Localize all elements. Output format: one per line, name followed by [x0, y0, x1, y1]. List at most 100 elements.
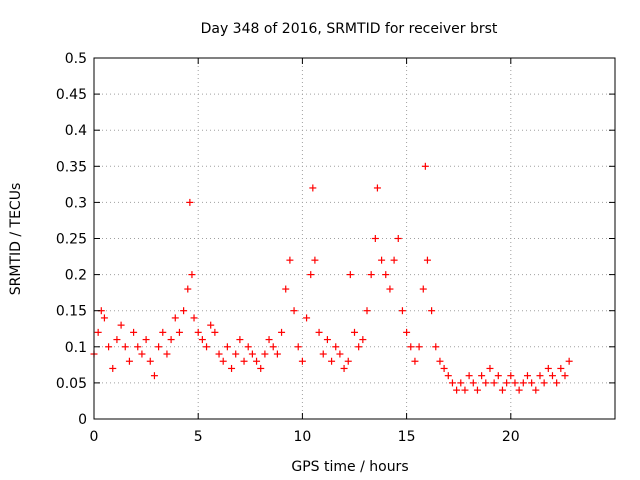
data-point: [419, 285, 427, 293]
data-point: [117, 321, 125, 329]
x-tick-label: 5: [194, 429, 203, 445]
data-point: [188, 271, 196, 279]
data-point: [523, 372, 531, 380]
data-point: [303, 314, 311, 322]
x-axis-label: GPS time / hours: [291, 459, 408, 475]
data-point: [490, 379, 498, 387]
axes: 0 0.05 0.1 0.15 0.2 0.25 0.3 0.35 0.4 0.45 0.5 0 5 10…: [56, 51, 615, 445]
data-point: [138, 350, 146, 358]
data-point: [269, 343, 277, 351]
data-point: [323, 336, 331, 344]
data-point: [355, 343, 363, 351]
data-point: [382, 271, 390, 279]
data-point: [423, 256, 431, 264]
y-tick-label: 0.5: [65, 51, 87, 67]
data-point: [478, 372, 486, 380]
data-point: [290, 307, 298, 315]
data-point: [548, 372, 556, 380]
data-point: [155, 343, 163, 351]
data-point: [367, 271, 375, 279]
data-point: [515, 386, 523, 394]
data-point: [265, 336, 273, 344]
plot-frame: [93, 57, 616, 420]
data-point: [394, 235, 402, 242]
data-point: [273, 350, 281, 358]
data-point: [150, 372, 158, 380]
data-point: [228, 364, 236, 372]
data-point: [440, 364, 448, 372]
data-point: [390, 256, 398, 264]
data-point: [207, 321, 215, 329]
data-point: [336, 350, 344, 358]
data-point: [261, 350, 269, 358]
y-tick-label: 0.4: [65, 123, 87, 139]
data-point: [100, 314, 108, 322]
data-point: [561, 372, 569, 380]
data-point: [403, 328, 411, 336]
data-point: [94, 328, 102, 336]
data-point: [482, 379, 490, 387]
data-point: [215, 350, 223, 358]
data-point: [407, 343, 415, 351]
data-point: [171, 314, 179, 322]
chart-title: Day 348 of 2016, SRMTID for receiver brs…: [201, 21, 498, 37]
y-tick-label: 0.15: [56, 304, 87, 320]
data-point: [180, 307, 188, 315]
data-point: [319, 350, 327, 358]
data-point: [453, 386, 461, 394]
data-point: [142, 336, 150, 344]
data-point: [346, 271, 354, 279]
data-point: [190, 314, 198, 322]
data-point: [461, 386, 469, 394]
data-point: [282, 285, 290, 293]
y-tick-label: 0.25: [56, 232, 87, 248]
data-point: [498, 386, 506, 394]
data-point: [307, 271, 315, 279]
data-point: [503, 379, 511, 387]
data-point: [359, 336, 367, 344]
data-point: [494, 372, 502, 380]
data-point: [113, 336, 121, 344]
data-point: [553, 379, 561, 387]
data-point: [457, 379, 465, 387]
data-point: [565, 357, 573, 365]
data-point: [248, 350, 256, 358]
data-point: [223, 343, 231, 351]
data-point: [167, 336, 175, 344]
y-axis-label: SRMTID / TECUs: [8, 183, 24, 296]
y-tick-label: 0: [78, 412, 87, 428]
data-point: [528, 379, 536, 387]
data-point: [557, 364, 565, 372]
data-point: [186, 198, 194, 206]
data-point: [415, 343, 423, 351]
data-point: [134, 343, 142, 351]
data-point: [105, 343, 113, 351]
data-point: [211, 328, 219, 336]
data-point: [315, 328, 323, 336]
data-point: [309, 184, 317, 192]
y-tick-label: 0.3: [65, 195, 87, 211]
y-tick-label: 0.45: [56, 87, 87, 103]
data-point: [232, 350, 240, 358]
data-point: [473, 386, 481, 394]
data-point: [109, 364, 117, 372]
y-tick-label: 0.2: [65, 268, 87, 284]
data-point: [363, 307, 371, 315]
data-point: [257, 364, 265, 372]
data-point: [253, 357, 261, 365]
grid-lines: [94, 58, 615, 419]
y-tick-label: 0.1: [65, 340, 87, 356]
data-point: [146, 357, 154, 365]
x-tick-label: 10: [293, 429, 311, 445]
x-tick-label: 20: [502, 429, 520, 445]
data-point: [125, 357, 133, 365]
data-point: [203, 343, 211, 351]
data-points: [90, 162, 573, 394]
data-point: [244, 343, 252, 351]
data-point: [378, 256, 386, 264]
data-point: [219, 357, 227, 365]
data-point: [444, 372, 452, 380]
data-point: [236, 336, 244, 344]
